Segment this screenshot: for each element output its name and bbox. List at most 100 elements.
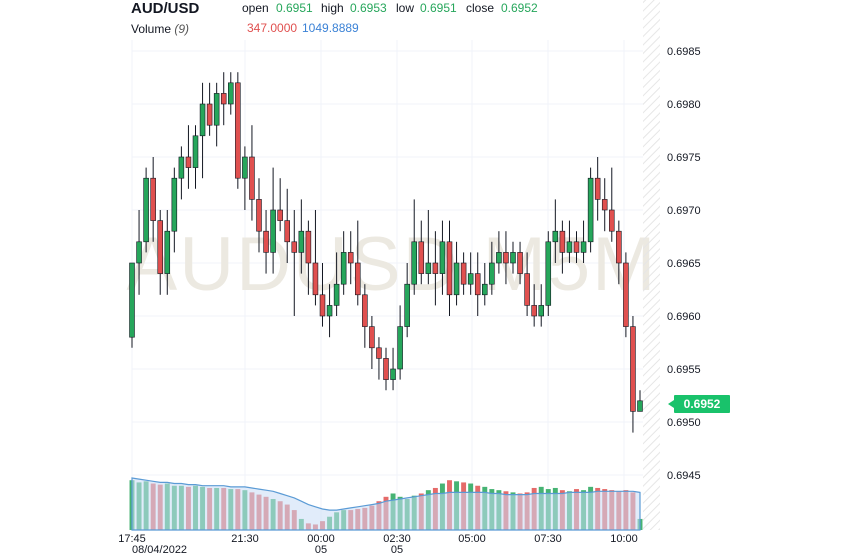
y-tick-label: 0.6965 [667, 258, 701, 270]
candle-body [340, 252, 347, 285]
candle-body [326, 305, 333, 317]
candle-body [270, 209, 276, 253]
candle-body [517, 252, 523, 274]
candle-body [474, 273, 481, 296]
close-value: 0.6952 [501, 1, 538, 15]
volume-ma-value: 1049.8889 [302, 21, 359, 35]
y-tick-label: 0.6975 [667, 152, 701, 164]
candle-body [291, 241, 298, 253]
candle-body [185, 156, 192, 168]
low-label: low [396, 1, 415, 15]
candle-body [580, 241, 587, 253]
y-tick-label: 0.6950 [667, 417, 701, 429]
candle-body [362, 294, 368, 327]
candle-body [637, 400, 643, 412]
candle-body [347, 252, 354, 264]
candle-body [129, 262, 135, 338]
watermark: AUDUSD M5M [127, 222, 658, 307]
chart-grid [131, 40, 643, 530]
y-tick-label: 0.6985 [667, 46, 701, 58]
candle-body [616, 230, 622, 264]
candle-body [277, 209, 283, 221]
x-tick-label: 02:30 [383, 533, 411, 545]
x-tick-label: 00:00 [307, 533, 335, 545]
right-scale-hatch [643, 0, 660, 530]
candle-body [220, 93, 227, 105]
candle-body [510, 252, 516, 264]
y-tick-label: 0.6970 [667, 205, 701, 217]
high-label: high [321, 1, 344, 15]
open-label: open [242, 1, 269, 15]
candle-body [305, 230, 312, 264]
candle-body [630, 326, 636, 412]
volume-label: Volume (9) [131, 22, 190, 36]
x-tick-label: 21:30 [231, 533, 259, 545]
candle-body [489, 262, 495, 285]
x-tick-label: 07:30 [534, 533, 562, 545]
symbol-title: AUD/USD [131, 0, 200, 17]
candle-body [425, 262, 432, 274]
candle-body [199, 103, 206, 137]
candle-body [206, 103, 213, 126]
candle-body [355, 262, 361, 296]
open-value: 0.6951 [276, 1, 313, 15]
last-price-tag: 0.6952 [668, 395, 730, 413]
y-tick-label: 0.6955 [667, 364, 701, 376]
volume-value: 347.0000 [247, 21, 298, 35]
candle-body [192, 135, 199, 168]
candle-body [460, 262, 467, 285]
candle-body [566, 241, 573, 253]
candle-body [623, 262, 629, 327]
candle-body [467, 273, 474, 285]
candle-body [397, 326, 403, 370]
candle-body [594, 177, 601, 200]
candle-body [411, 241, 417, 285]
y-tick-label: 0.6980 [667, 99, 701, 111]
high-value: 0.6953 [350, 1, 387, 15]
candle-body [256, 199, 262, 232]
candle-body [312, 262, 319, 296]
candle-body [150, 177, 156, 221]
candle-body [249, 156, 255, 200]
candle-body [390, 368, 396, 380]
candle-body [157, 220, 163, 274]
candle-body [143, 177, 149, 243]
x-tick-sublabel: 05 [391, 544, 403, 556]
candle-body [587, 177, 594, 243]
candle-body [545, 241, 552, 306]
volume-ma-area [131, 477, 641, 531]
candle-body [319, 294, 326, 317]
candle-body [559, 230, 566, 253]
candle-body [609, 209, 615, 232]
low-value: 0.6951 [420, 1, 457, 15]
candle-body [453, 262, 460, 296]
candle-body [333, 283, 340, 306]
x-tick-label: 17:45 [118, 533, 146, 545]
candle-body [284, 220, 290, 243]
candle-body [573, 241, 580, 253]
x-tick-label: 05:00 [458, 533, 486, 545]
candle-body [439, 241, 446, 274]
candle-body [524, 273, 530, 306]
candle-body [531, 305, 537, 317]
candle-body [178, 156, 185, 179]
candle-body [228, 82, 234, 105]
candle-body [432, 262, 439, 274]
x-tick-label: 10:00 [610, 533, 638, 545]
candle-body [552, 230, 559, 243]
candle-body [446, 241, 453, 296]
x-tick-sublabel: 08/04/2022 [132, 544, 187, 556]
candle-body [263, 230, 269, 253]
candles [129, 72, 643, 433]
candle-body [482, 283, 488, 296]
candle-body [538, 305, 544, 317]
close-label: close [466, 1, 495, 15]
candle-body [136, 241, 142, 264]
candle-body [376, 347, 382, 359]
candle-body [503, 252, 509, 264]
candle-body [383, 358, 389, 380]
candle-body [418, 241, 425, 274]
candle-body [213, 93, 220, 126]
